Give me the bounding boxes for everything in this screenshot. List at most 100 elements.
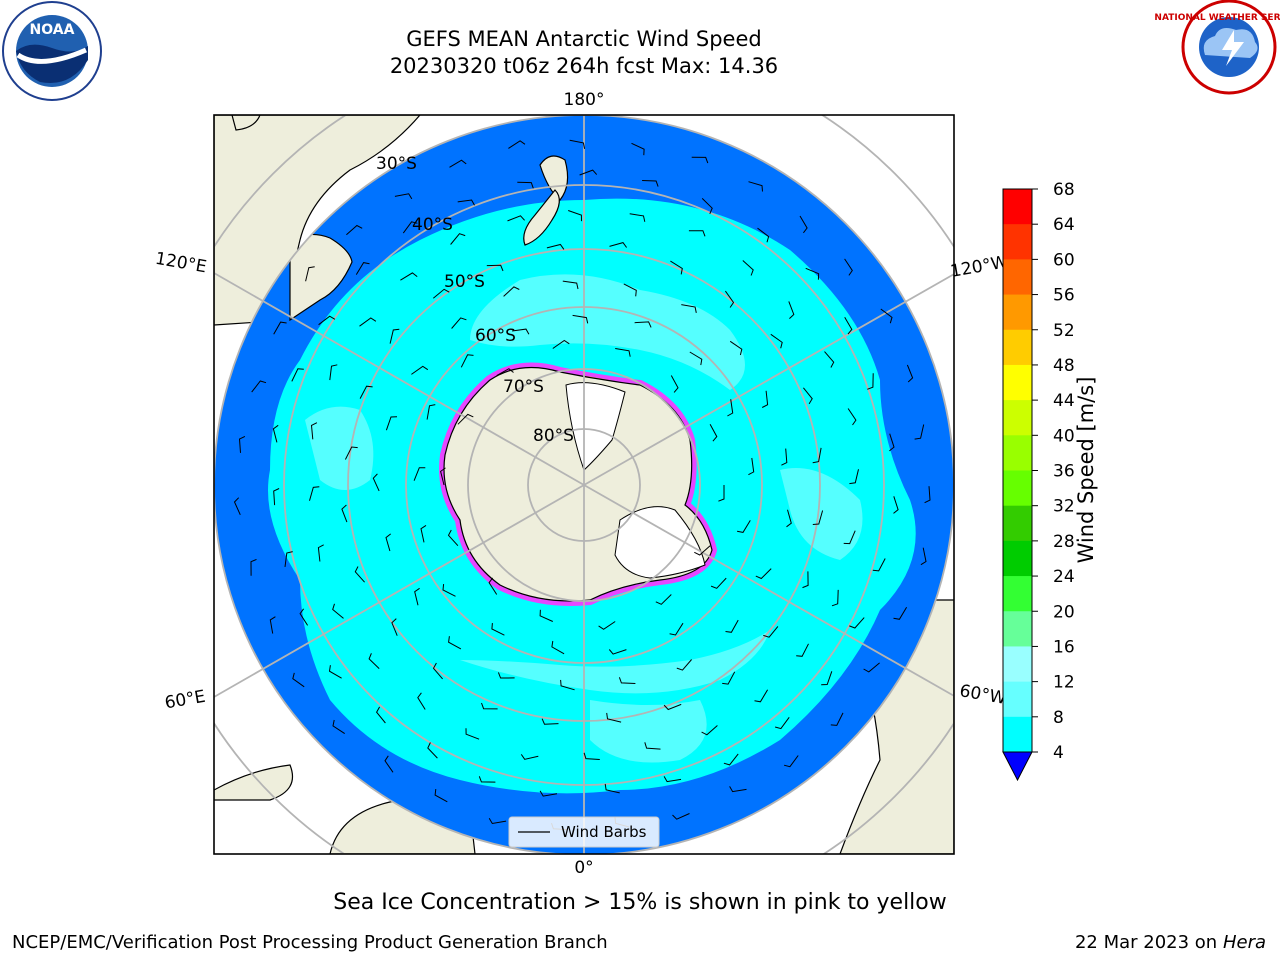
wind-barb xyxy=(460,354,474,368)
colorbar-extend-arrow xyxy=(1002,751,1033,782)
colorbar-tick-label: 68 xyxy=(1053,180,1075,200)
wind-barb xyxy=(920,547,927,566)
wind-barb xyxy=(448,636,462,650)
colorbar-segment xyxy=(1003,400,1032,436)
wind-barb xyxy=(328,665,342,679)
wind-barb xyxy=(669,622,684,636)
wind-barb xyxy=(710,577,727,589)
wind-barb xyxy=(757,227,770,243)
wind-barb xyxy=(863,662,880,673)
wind-barb xyxy=(539,790,558,797)
wind-barb xyxy=(844,317,853,335)
wind-barb xyxy=(413,467,426,481)
wind-barb xyxy=(786,509,792,528)
wind-barb xyxy=(723,753,739,766)
wind-barb xyxy=(579,169,598,176)
wind-barb xyxy=(414,587,420,606)
wind-barb xyxy=(606,712,622,723)
colorbar-tick-label: 4 xyxy=(1053,743,1064,763)
colorbar-tick-label: 44 xyxy=(1053,391,1075,411)
wind-barb xyxy=(250,558,257,576)
wind-barb xyxy=(305,266,315,282)
lon-label-0: 0° xyxy=(574,858,593,878)
wind-barb xyxy=(481,702,498,710)
antarctica xyxy=(439,362,717,606)
wind-barb xyxy=(725,619,739,633)
wind-barb xyxy=(872,558,886,572)
plot-subtitle: 20230320 t06z 264h fcst Max: 14.36 xyxy=(389,54,779,78)
wind-barb-legend: Wind Barbs xyxy=(508,816,660,848)
lon-label-180: 180° xyxy=(564,90,605,110)
wind-barb xyxy=(893,607,908,620)
wind-barb xyxy=(372,473,380,492)
wind-barb xyxy=(359,385,373,399)
wind-barb xyxy=(273,488,280,506)
colorbar-tick-label: 36 xyxy=(1053,462,1075,482)
colorbar-segment xyxy=(1003,329,1032,366)
wind-barb xyxy=(284,551,293,567)
wind-barb xyxy=(694,545,711,556)
colorbar-segment xyxy=(1003,470,1032,507)
wind-barb xyxy=(748,181,763,192)
wind-barb xyxy=(457,413,474,425)
colorbar-segment xyxy=(1003,505,1032,542)
wind-barb xyxy=(770,333,783,349)
sea-ice-note: Sea Ice Concentration > 15% is shown in … xyxy=(333,890,947,915)
wind-barb xyxy=(375,706,386,724)
wind-barb xyxy=(402,221,418,234)
wind-barb xyxy=(384,755,394,773)
wind-barb xyxy=(843,530,856,545)
wind-barb xyxy=(317,544,324,562)
wind-barb xyxy=(417,692,426,710)
wind-barb xyxy=(447,529,459,547)
colorbar-tick-label: 8 xyxy=(1053,708,1064,728)
wind-barb xyxy=(411,365,429,375)
wind-barb xyxy=(670,375,679,393)
wind-barb xyxy=(849,617,865,629)
wind-barb xyxy=(737,520,751,533)
colorbar-tick-label: 16 xyxy=(1053,637,1075,657)
wind-barb xyxy=(604,783,620,794)
wind-barb xyxy=(681,304,697,313)
date-text: 22 Mar 2023 on xyxy=(1074,932,1218,953)
wind-barb xyxy=(291,368,304,382)
nws-logo-text: NATIONAL WEATHER SERVICE xyxy=(1154,13,1280,23)
wind-barb xyxy=(618,677,636,684)
wind-barb xyxy=(914,424,925,440)
wind-barb xyxy=(273,321,287,335)
wind-barb xyxy=(551,640,565,655)
colorbar-tick-label: 52 xyxy=(1053,321,1075,341)
wind-barb xyxy=(508,140,526,149)
colorbar: 68 64 60 56 52 48 44 40 36 32 28 24 20 16 12 8 4 xyxy=(1002,180,1075,782)
wind-barb xyxy=(496,368,514,376)
wind-barb xyxy=(893,496,899,514)
wind-barb xyxy=(608,649,627,655)
colorbar-segment xyxy=(1003,435,1032,471)
noaa-logo: NOAA xyxy=(2,1,102,101)
wind-barb xyxy=(546,243,565,250)
colorbar-tick-label: 32 xyxy=(1053,497,1075,517)
wind-barb xyxy=(442,584,456,597)
wind-barb xyxy=(754,689,769,703)
wind-barb xyxy=(629,213,646,222)
wind-barb xyxy=(849,469,859,485)
wind-barb xyxy=(831,589,839,607)
wind-barb xyxy=(663,776,682,783)
lat-label-30s: 30°S xyxy=(376,154,417,174)
lat-label-60s: 60°S xyxy=(475,326,516,346)
wind-barb xyxy=(691,156,709,164)
wind-barb xyxy=(426,404,436,420)
lon-label-120e: 120°E xyxy=(154,249,208,278)
map-content: Wind Barbs xyxy=(214,115,954,854)
wind-barb xyxy=(346,224,363,236)
wind-barb xyxy=(449,159,467,168)
lat-label-40s: 40°S xyxy=(412,215,453,235)
lat-label-80s: 80°S xyxy=(533,426,574,446)
wind-barb xyxy=(634,321,652,328)
wind-barb xyxy=(541,718,559,725)
wind-barb xyxy=(486,264,504,272)
plot-title: GEFS MEAN Antarctic Wind Speed xyxy=(406,27,762,51)
wind-barb xyxy=(623,283,637,297)
wind-barb-legend-label: Wind Barbs xyxy=(561,823,647,841)
wind-barb xyxy=(880,308,893,324)
